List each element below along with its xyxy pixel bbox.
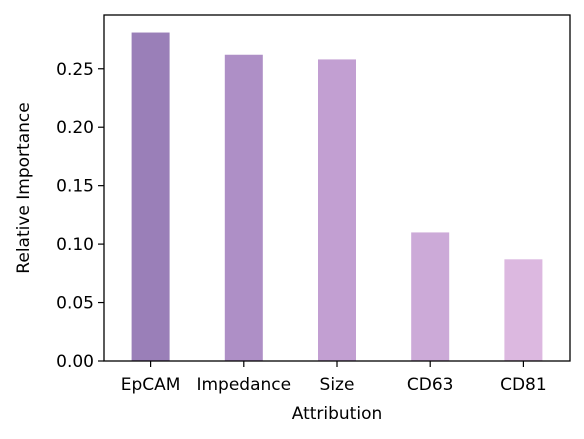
- y-tick-label: 0.25: [56, 60, 94, 80]
- x-axis-ticks: EpCAM Impedance Size CD63 CD81: [121, 361, 547, 395]
- bar-impedance: [224, 54, 263, 361]
- y-tick-label: 0.00: [56, 352, 94, 372]
- plot-frame: [103, 14, 571, 362]
- x-tick-label: CD63: [407, 375, 454, 395]
- x-tick-label: CD81: [500, 375, 547, 395]
- x-axis-label: Attribution: [292, 404, 383, 424]
- x-tick-label: Size: [320, 375, 355, 395]
- bars-group: [131, 32, 543, 362]
- y-tick-label: 0.05: [56, 294, 94, 314]
- bar-cd63: [411, 232, 450, 361]
- bar-epcam: [131, 32, 170, 361]
- y-tick-label: 0.10: [56, 235, 94, 255]
- bar-cd81: [504, 259, 543, 361]
- y-tick-label: 0.15: [56, 177, 94, 197]
- x-tick-label: EpCAM: [121, 375, 181, 395]
- y-axis-label: Relative Importance: [14, 102, 34, 273]
- bar-size: [318, 59, 356, 362]
- x-tick-label: Impedance: [196, 375, 291, 395]
- y-axis-ticks: 0.00 0.05 0.10 0.15 0.20 0.25: [56, 60, 104, 372]
- y-tick-label: 0.20: [56, 118, 94, 138]
